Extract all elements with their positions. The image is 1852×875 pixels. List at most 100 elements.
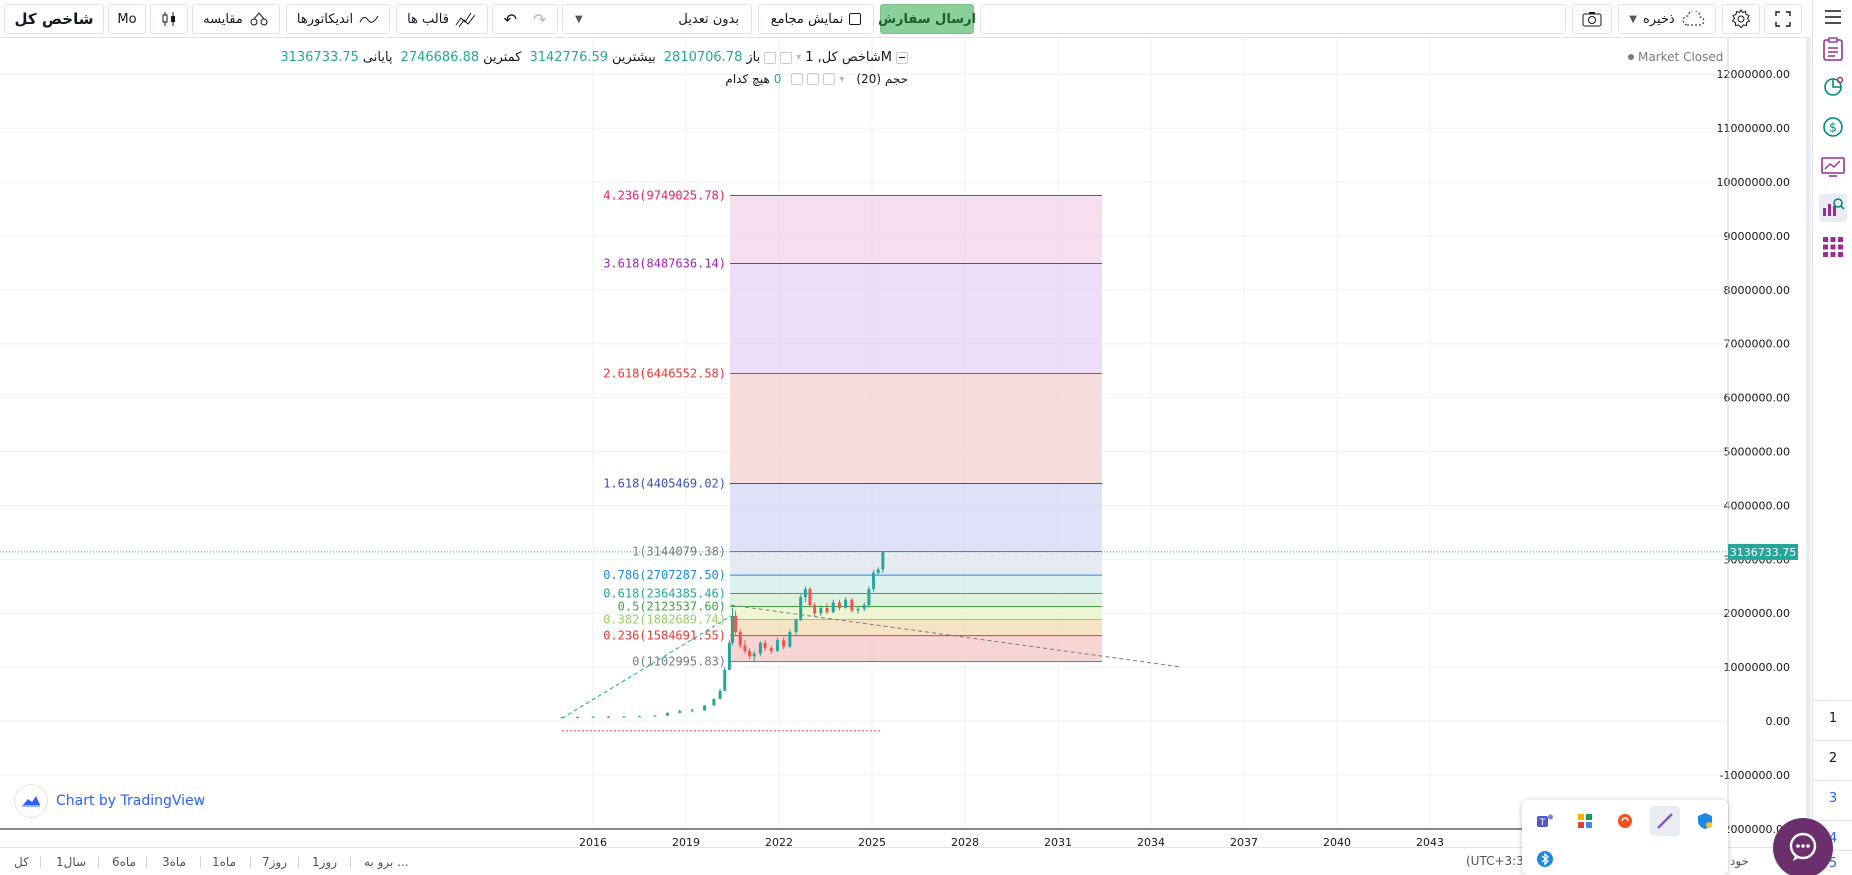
y-tick-label: 4000000.00 xyxy=(1724,499,1790,512)
footer-more-label[interactable]: خود xyxy=(1730,854,1749,868)
legend-collapse-icon[interactable] xyxy=(896,51,908,64)
technical-button[interactable] xyxy=(1819,194,1847,222)
candle-body xyxy=(844,599,848,608)
screenshot-button[interactable] xyxy=(1572,4,1612,34)
bluetooth-icon[interactable] xyxy=(1532,846,1558,872)
legend-volume-label[interactable]: حجم (20) xyxy=(856,72,908,86)
analysis-button[interactable] xyxy=(1819,154,1847,182)
candle-body xyxy=(622,716,626,718)
send-order-label: ارسال سفارش xyxy=(878,11,976,27)
fib-level-label: 2.618(6446552.58) xyxy=(603,367,726,381)
chart-canvas[interactable]: 0(1102995.83) 0.236(1584691.55) 0.382(1882… xyxy=(0,38,1806,847)
fib-zone xyxy=(730,593,1103,607)
candle-body xyxy=(718,690,722,699)
chevron-down-icon[interactable]: ▾ xyxy=(839,73,845,85)
timeframe-1y[interactable]: 1سال xyxy=(56,855,87,869)
separator xyxy=(250,856,251,868)
timeframe-1m[interactable]: 1ماه xyxy=(212,855,237,869)
eye-icon[interactable] xyxy=(780,51,793,64)
close-icon[interactable] xyxy=(791,73,804,85)
settings-button[interactable] xyxy=(1722,4,1760,34)
x-tick-label: 2037 xyxy=(1230,836,1258,847)
goto-date-button[interactable]: برو به ... xyxy=(364,855,409,869)
timeframe-1d[interactable]: 1روز xyxy=(312,855,338,869)
candle-body xyxy=(837,602,841,608)
timezone-label[interactable]: (UTC+3:3 xyxy=(1466,854,1524,868)
save-button[interactable]: ▼ ذخیره xyxy=(1618,4,1716,34)
support-chat-button[interactable] xyxy=(1773,818,1833,875)
x-tick-label: 2040 xyxy=(1323,836,1351,847)
timeframe-7d[interactable]: 7روز xyxy=(262,855,288,869)
fib-zone xyxy=(730,606,1103,620)
y-tick-label: 6000000.00 xyxy=(1724,392,1790,405)
settings-icon[interactable] xyxy=(764,51,777,64)
watchlist-button[interactable] xyxy=(1819,36,1847,64)
legend-high-label: بیشترین xyxy=(612,50,656,65)
apps-button[interactable] xyxy=(1819,234,1847,262)
network-app-icon[interactable] xyxy=(1572,808,1598,834)
fib-zone xyxy=(730,195,1103,264)
teams-icon[interactable]: T xyxy=(1532,808,1558,834)
send-order-button[interactable]: ارسال سفارش xyxy=(878,4,976,34)
redo-icon[interactable]: ↷ xyxy=(533,9,547,29)
trend-lines[interactable] xyxy=(561,604,1183,732)
clipboard-icon xyxy=(1822,36,1844,64)
sync-app-icon[interactable] xyxy=(1612,808,1638,834)
eye-icon[interactable] xyxy=(823,73,836,85)
undo-icon[interactable]: ↶ xyxy=(503,9,517,29)
portfolio-button[interactable] xyxy=(1819,74,1847,102)
fib-level-label: 1.618(4405469.02) xyxy=(603,477,726,491)
price-scale-divider[interactable] xyxy=(1806,38,1811,875)
candle-body xyxy=(799,597,803,620)
fib-level-label: 0.236(1584691.55) xyxy=(603,629,726,643)
chart-type-button[interactable] xyxy=(150,4,188,34)
show-totals-checkbox[interactable] xyxy=(849,13,862,25)
fullscreen-button[interactable] xyxy=(1764,4,1802,34)
show-totals-toggle[interactable]: نمایش مجامع xyxy=(758,4,874,34)
search-input[interactable] xyxy=(980,4,1566,34)
candle-body xyxy=(803,588,807,598)
candle-body xyxy=(788,632,792,647)
tradingview-watermark[interactable]: Chart by TradingView xyxy=(14,784,205,818)
templates-label: قالب ها xyxy=(407,11,449,27)
fibonacci-retracement[interactable]: 0(1102995.83) 0.236(1584691.55) 0.382(1882… xyxy=(603,189,1103,669)
timeframe-3m[interactable]: 3ماه xyxy=(162,855,187,869)
settings-icon[interactable] xyxy=(807,73,820,85)
legend-low-label: کمترین xyxy=(483,50,522,65)
layout-3[interactable]: 3 xyxy=(1813,780,1852,816)
y-tick-label: 0.00 xyxy=(1766,715,1791,728)
layout-1[interactable]: 1 xyxy=(1813,700,1852,736)
separator xyxy=(40,856,41,868)
timeframe-6m[interactable]: 6ماه xyxy=(112,855,137,869)
security-icon[interactable] xyxy=(1692,808,1718,834)
adjustment-select[interactable]: ▼ بدون تعدیل xyxy=(562,4,752,34)
separator xyxy=(298,856,299,868)
market-button[interactable]: $ xyxy=(1819,114,1847,142)
y-tick-label: 12000000.00 xyxy=(1717,68,1790,81)
pen-app-icon[interactable] xyxy=(1650,806,1680,836)
chevron-down-icon: ▼ xyxy=(575,13,583,25)
legend-ohlc-row: شاخص کل, 1M ▾ باز 2810706.78 بیشترین 314… xyxy=(280,50,908,65)
templates-button[interactable]: قالب ها xyxy=(396,4,488,34)
layout-2[interactable]: 2 xyxy=(1813,740,1852,776)
candles xyxy=(560,551,885,719)
candle-body xyxy=(743,645,747,651)
x-tick-label: 2016 xyxy=(579,836,607,847)
menu-button[interactable] xyxy=(1819,4,1847,32)
candle-body xyxy=(703,705,707,711)
symbol-button[interactable]: شاخص کل xyxy=(4,4,104,34)
watermark-label: Chart by TradingView xyxy=(56,793,206,809)
legend-symbol[interactable]: شاخص کل, 1M xyxy=(805,50,892,65)
timeframe-all[interactable]: کل xyxy=(14,855,29,869)
indicators-button[interactable]: اندیکاتورها xyxy=(286,4,390,34)
x-tick-label: 2043 xyxy=(1416,836,1444,847)
layout-4[interactable]: 4 xyxy=(1813,820,1852,856)
y-tick-label: 2000000.00 xyxy=(1724,607,1790,620)
adjustment-value: بدون تعدیل xyxy=(678,11,739,27)
x-tick-label: 2031 xyxy=(1044,836,1072,847)
compare-button[interactable]: مقایسه xyxy=(192,4,280,34)
compare-label: مقایسه xyxy=(203,11,243,27)
chevron-down-icon[interactable]: ▾ xyxy=(796,52,802,63)
interval-button[interactable]: Mo xyxy=(108,4,146,34)
axes: 12000000.00 11000000.00 10000000.00 9000000… xyxy=(0,38,1798,847)
